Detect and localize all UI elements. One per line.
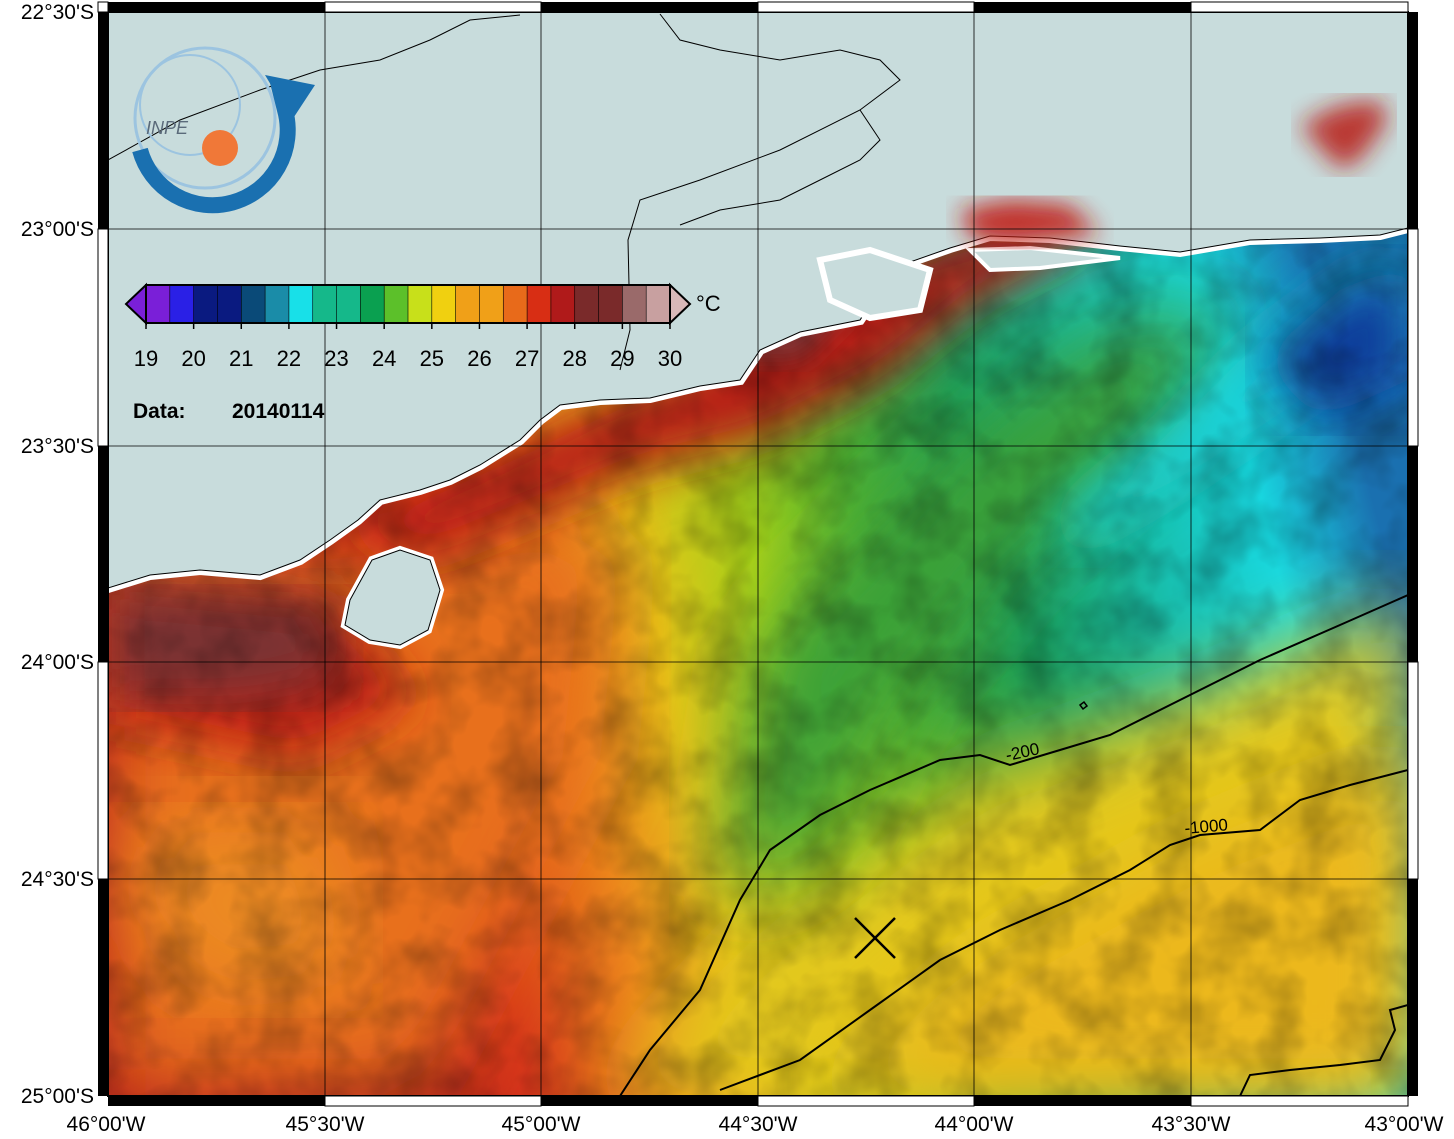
colorbar-tick-label: 21 [229, 346, 253, 371]
lat-label: 24°30'S [21, 868, 94, 891]
colorbar-unit: °C [696, 291, 721, 316]
colorbar-tick-label: 24 [372, 346, 396, 371]
lon-label: 46°00'W [67, 1113, 146, 1136]
colorbar-cell [360, 284, 385, 324]
x-marker [854, 917, 896, 959]
colorbar-cell [264, 284, 290, 324]
contour-label-1000: -1000 [1184, 815, 1229, 838]
lat-label: 25°00'S [21, 1085, 94, 1108]
colorbar-cell [312, 284, 338, 324]
lon-label: 44°00'W [935, 1113, 1014, 1136]
map-frame [97, 1, 1419, 1107]
colorbar-cell [217, 284, 243, 324]
colorbar-cell [550, 284, 576, 324]
lon-label: 43°00'W [1365, 1113, 1444, 1136]
colorbar-cell [145, 284, 171, 324]
colorbar-cell [193, 284, 219, 324]
lat-label: 24°00'S [21, 651, 94, 674]
colorbar-cell [431, 284, 457, 324]
lon-label: 44°30'W [719, 1113, 798, 1136]
colorbar-tick-label: 19 [134, 346, 158, 371]
colorbar-cell [598, 284, 624, 324]
lat-label: 22°30'S [21, 1, 94, 24]
longitude-labels: 46°00'W 45°30'W 45°00'W 44°30'W 44°00'W … [67, 1113, 1444, 1136]
latitude-labels: 22°30'S 23°00'S 23°30'S 24°00'S 24°30'S … [21, 1, 94, 1108]
inpe-logo: INPE [132, 46, 315, 214]
lon-label: 43°30'W [1152, 1113, 1231, 1136]
colorbar-tick-label: 23 [324, 346, 348, 371]
lon-label: 45°00'W [502, 1113, 581, 1136]
colorbar-cell [526, 284, 552, 324]
colorbar-tick-label: 25 [420, 346, 444, 371]
colorbar-cell [288, 284, 314, 324]
colorbar-tick-label: 20 [181, 346, 205, 371]
lat-label: 23°00'S [21, 218, 94, 241]
contour-1000m [719, 769, 1408, 1091]
colorbar: 19 20 21 22 23 24 25 26 27 28 29 30 °C [124, 282, 721, 371]
date-label: Data: [133, 400, 186, 423]
colorbar-cell [645, 284, 671, 324]
colorbar-cell [383, 284, 409, 324]
lat-label: 23°30'S [21, 435, 94, 458]
colorbar-cell [622, 284, 647, 324]
colorbar-tick-label: 22 [277, 346, 301, 371]
colorbar-tick-label: 28 [562, 346, 586, 371]
colorbar-cell [574, 284, 600, 324]
date-value: 20140114 [232, 400, 325, 423]
bathymetry-contours [619, 594, 1408, 1096]
colorbar-cell [169, 284, 195, 324]
colorbar-cell [240, 284, 266, 324]
logo-text: INPE [146, 118, 189, 138]
graticule [108, 12, 1408, 1096]
colorbar-tick-label: 30 [658, 346, 682, 371]
lon-label: 45°30'W [286, 1113, 365, 1136]
colorbar-cell [407, 284, 433, 324]
colorbar-cell [336, 284, 362, 324]
colorbar-tick-label: 27 [515, 346, 539, 371]
contour-200m [619, 594, 1408, 1096]
colorbar-tick-label: 26 [467, 346, 491, 371]
colorbar-cell [455, 284, 481, 324]
colorbar-cell [479, 284, 505, 324]
colorbar-tick-label: 29 [610, 346, 634, 371]
logo-sun-icon [202, 130, 238, 166]
colorbar-cell [502, 284, 528, 324]
